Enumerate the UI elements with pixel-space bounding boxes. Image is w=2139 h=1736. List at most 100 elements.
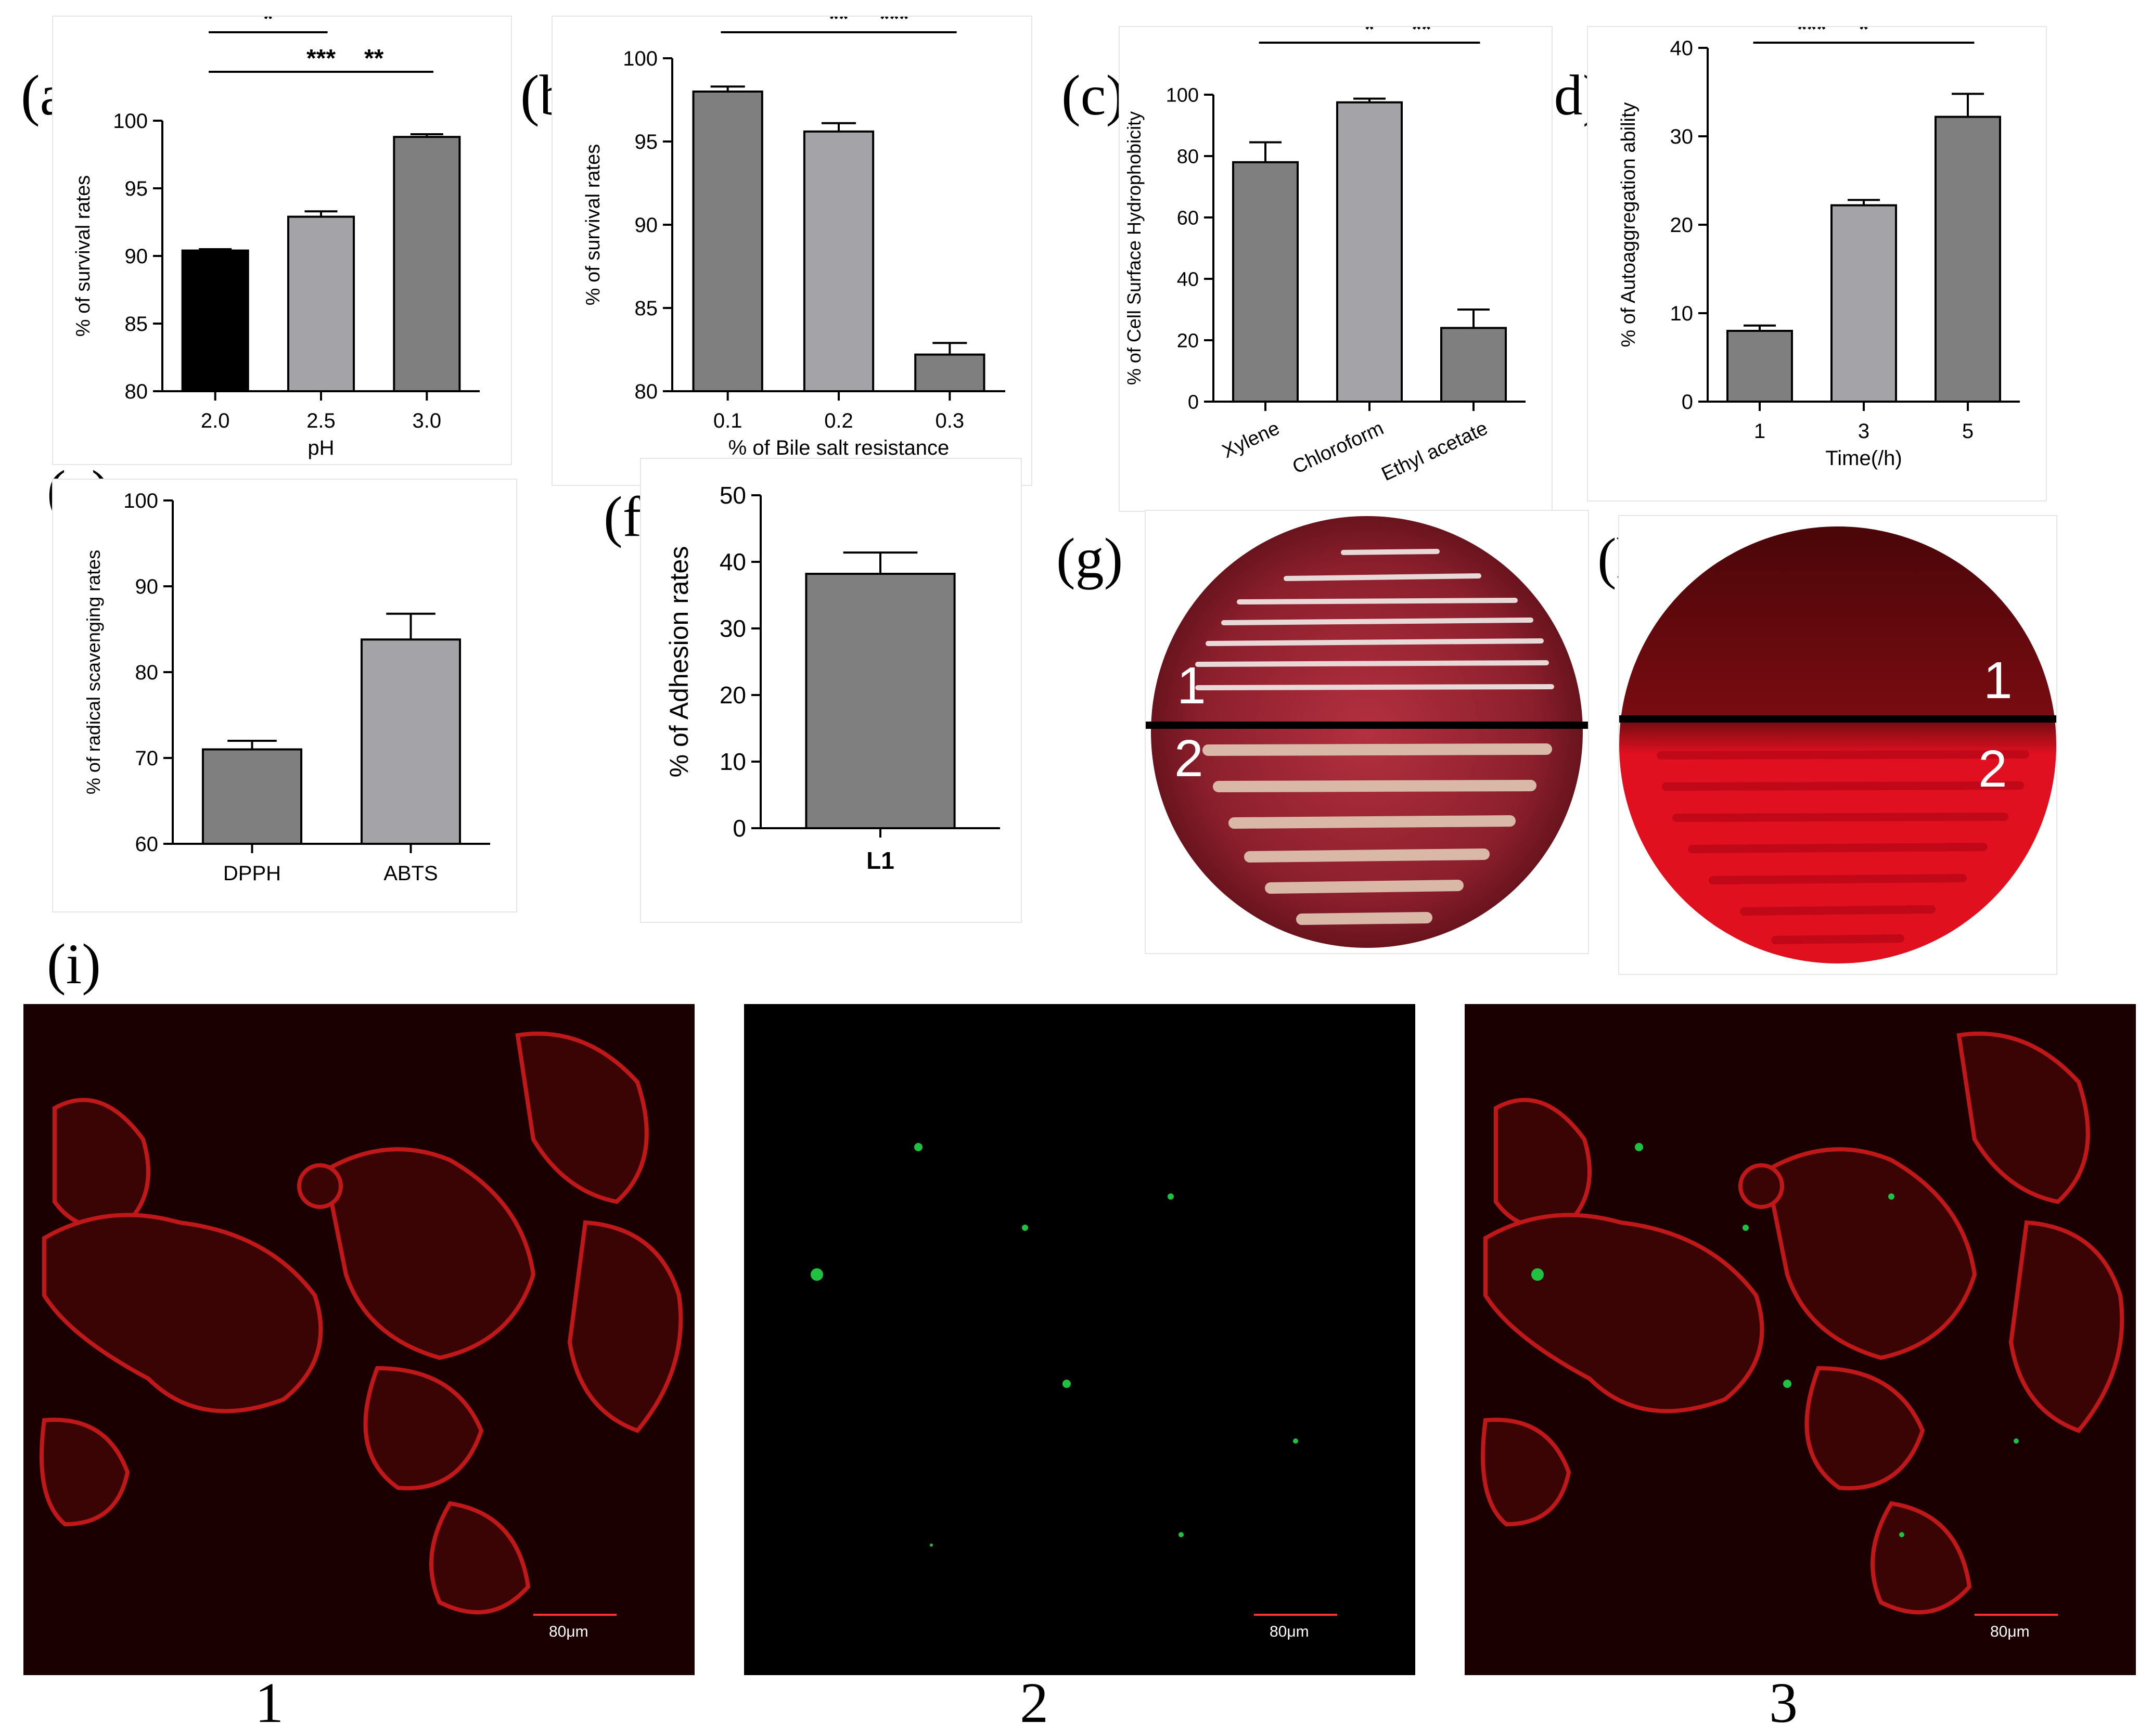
chart-f-y-tick-label-5: 50	[720, 482, 746, 509]
chart-b-y-axis-title: % of survival rates	[582, 144, 604, 305]
chart-e-y-tick-label-4: 100	[123, 490, 158, 512]
chart-b-bar-2	[914, 353, 985, 392]
micro-label-3: 3	[1769, 1671, 1798, 1734]
chart-d-x-label-2: 5	[1962, 420, 1974, 443]
chart-f-y-tick-label-0: 0	[733, 815, 746, 842]
chart-a-sig-label-1: **	[364, 45, 384, 72]
chart-d-bar-1	[1830, 204, 1897, 403]
chart-a-y-tick-label-2: 90	[125, 245, 148, 268]
chart-f-y-tick-label-4: 40	[720, 548, 746, 575]
chart-c-y-tick-label-0: 0	[1188, 391, 1199, 413]
chart-e-x-label-0: DPPH	[223, 862, 281, 885]
chart-a: 80 85 90 95 100 2.0 2.5 3.0 pH % of survival rate…	[52, 16, 512, 465]
chart-a-x-label-1: 2.5	[306, 409, 336, 432]
scalebar-1	[533, 1602, 617, 1616]
chart-c-sig-label-1: **	[1412, 26, 1431, 43]
chart-e-y-tick-label-2: 80	[135, 661, 159, 684]
chart-e-y-axis-title: % of radical scavenging rates	[83, 550, 104, 794]
chart-b-y-tick-label-2: 90	[635, 214, 658, 237]
chart-a-bar-1	[287, 215, 355, 392]
chart-a-y-tick-label-4: 100	[113, 110, 148, 133]
chart-b-x-label-1: 0.2	[824, 409, 853, 432]
chart-b-y-tick-label-1: 85	[635, 297, 658, 320]
chart-e-y-tick-label-3: 90	[135, 575, 159, 598]
plate-g-streaks-top	[1195, 549, 1554, 690]
chart-e-bar-1	[360, 638, 462, 845]
chart-b-bar-1	[803, 130, 875, 393]
chart-b-sig-label-1: ***	[880, 16, 909, 33]
chart-a-y-tick-label-3: 95	[125, 177, 148, 200]
chart-c-x-label-1: Chloroform	[1289, 417, 1387, 478]
scalebar-2-text: 80μm	[1270, 1623, 1309, 1640]
chart-d-sig-label-1: ***	[1797, 26, 1826, 43]
chart-d-sig-label-0: *	[1859, 26, 1869, 43]
chart-c-y-tick-label-4: 80	[1177, 146, 1199, 168]
chart-d-y-tick-label-0: 0	[1682, 391, 1693, 414]
chart-a-y-tick-label-0: 80	[125, 380, 148, 403]
plate-h-label-2: 2	[1978, 740, 2007, 798]
chart-e-bar-0	[201, 748, 303, 845]
chart-a-x-label-0: 2.0	[201, 409, 230, 432]
micro-image-1: 80μm	[23, 1004, 695, 1675]
plate-g-streaks-bottom	[1202, 743, 1552, 925]
chart-f-y-axis-title: % of Adhesion rates	[664, 546, 694, 778]
plate-g-label-2: 2	[1174, 729, 1203, 788]
chart-b: 80 85 90 95 100 0.1 0.2 0.3 % of Bile salt resis…	[552, 16, 1032, 486]
chart-c-x-label-0: Xylene	[1219, 417, 1283, 462]
chart-a-x-axis-title: pH	[308, 436, 334, 459]
chart-d-x-label-1: 3	[1858, 420, 1869, 443]
chart-b-x-label-0: 0.1	[713, 409, 742, 432]
chart-d-x-axis-title: Time(/h)	[1825, 447, 1902, 470]
chart-f-x-label-0: L1	[866, 847, 894, 874]
chart-b-y-tick-label-0: 80	[635, 380, 658, 403]
chart-c-sig-label-0: *	[1365, 26, 1375, 43]
chart-d-y-tick-label-1: 10	[1670, 302, 1694, 325]
chart-a-sig-label-2: *	[263, 16, 273, 33]
micro-image-3: 80μm	[1465, 1004, 2136, 1675]
micro-image-2: 80μm	[744, 1004, 1415, 1675]
chart-f-y-tick-label-1: 10	[720, 748, 746, 775]
panel-letter-g: (g)	[1056, 526, 1123, 590]
chart-b-y-tick-label-4: 100	[623, 47, 658, 70]
chart-e-y-tick-label-1: 70	[135, 747, 159, 770]
plate-g-image: 1 2	[1146, 516, 1588, 948]
scalebar-3	[1975, 1602, 2058, 1616]
plate-g: 1 2	[1145, 510, 1589, 954]
chart-d: 0 10 20 30 40 1 3 5 Time(/h) % of Autoaggregation…	[1587, 26, 2047, 501]
chart-d-y-tick-label-3: 30	[1670, 125, 1694, 148]
plate-h-streaks	[1657, 750, 2029, 944]
scalebar-2	[1254, 1602, 1337, 1616]
chart-c-bar-1	[1336, 101, 1403, 403]
chart-c-y-axis-title: % of Cell Surface Hydrophobicity	[1123, 111, 1145, 385]
chart-d-bar-2	[1935, 115, 2001, 403]
chart-c-y-tick-label-3: 60	[1177, 207, 1199, 229]
chart-d-y-tick-label-2: 20	[1670, 214, 1694, 237]
plate-h-image: 1 2	[1619, 526, 2056, 963]
chart-c-bar-2	[1440, 327, 1507, 403]
chart-c-y-tick-label-1: 20	[1177, 330, 1199, 352]
chart-a-y-axis-title: % of survival rates	[72, 175, 94, 337]
chart-b-x-label-2: 0.3	[936, 409, 965, 432]
chart-f-y-tick-label-3: 30	[720, 615, 746, 642]
micro-label-2: 2	[1020, 1671, 1048, 1734]
panel-letter-i: (i)	[47, 932, 101, 996]
plate-h: 1 2	[1618, 515, 2057, 975]
chart-c-y-tick-label-5: 100	[1166, 84, 1199, 106]
chart-e: 60 70 80 90 100 DPPH ABTS % of radical scavengi…	[52, 479, 517, 912]
chart-c-y-tick-label-2: 40	[1177, 268, 1199, 290]
plate-h-label-1: 1	[1983, 651, 2013, 710]
chart-a-sig-label-0: ***	[306, 45, 336, 72]
panel-letter-c: (c)	[1061, 63, 1125, 127]
chart-b-bar-0	[692, 91, 763, 392]
chart-d-x-label-0: 1	[1754, 420, 1765, 443]
chart-b-sig-label-0: **	[829, 16, 849, 33]
micro-image-3-cells	[1481, 1031, 2124, 1615]
chart-f: 0 10 20 30 40 50 L1 % of Adhesion rates	[640, 458, 1022, 923]
chart-e-y-tick-label-0: 60	[135, 833, 159, 856]
micro-image-2-dots	[811, 1143, 1298, 1547]
scalebar-3-text: 80μm	[1990, 1623, 2030, 1640]
micro-label-1: 1	[255, 1671, 284, 1734]
chart-c-bar-0	[1232, 161, 1299, 403]
chart-b-y-tick-label-3: 95	[635, 131, 658, 153]
